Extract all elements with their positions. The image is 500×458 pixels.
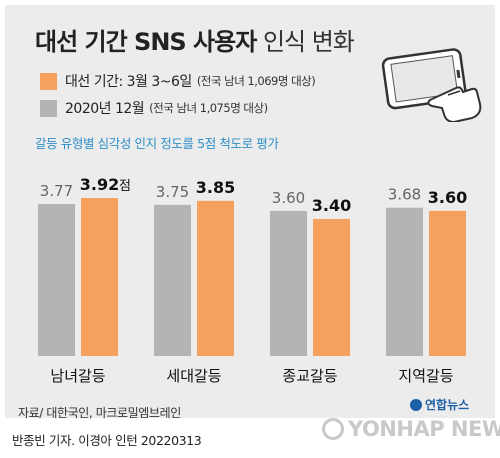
yonhap-dot-icon (410, 398, 422, 411)
value-label-current-2: 3.85 (196, 178, 235, 197)
value-label-previous-1: 3.77 (40, 182, 73, 200)
title-light: 인식 변화 (262, 28, 355, 56)
legend-note-current: (전국 남녀 1,069명 대상) (196, 74, 316, 88)
bar-current-4 (429, 210, 466, 356)
legend-swatch-orange (40, 72, 57, 90)
unit-label: 점 (119, 179, 131, 194)
category-label-2: 세대갈등 (166, 367, 221, 385)
legend-note-previous: (전국 남녀 1,075명 대상) (149, 101, 268, 115)
legend-label-current: 대선 기간: 3월 3~6일 (65, 74, 192, 90)
legend-item-previous: 2020년 12월 (전국 남녀 1,075명 대상) (40, 97, 268, 119)
yonhap-circle-icon (322, 418, 344, 440)
tablet-icon (381, 48, 482, 122)
bar-previous-4 (386, 207, 423, 356)
title-bold: 대선 기간 SNS 사용자 (35, 28, 257, 56)
value-label-current-3: 3.40 (312, 196, 351, 215)
yonhap-watermark-text: YONHAP NEWS (348, 417, 500, 441)
value-label-current-4: 3.60 (428, 188, 467, 207)
bar-current-3 (313, 218, 350, 356)
bar-current-1 (81, 198, 118, 356)
yonhap-watermark: YONHAP NEWS (322, 417, 500, 441)
value-label-current-1: 3.92 (80, 175, 119, 194)
category-label-3: 종교갈등 (282, 367, 337, 385)
pointing-hand-icon (427, 86, 482, 122)
bar-previous-1 (38, 204, 75, 356)
bar-previous-2 (154, 204, 191, 356)
value-label-previous-3: 3.60 (272, 189, 305, 207)
bar-current-2 (197, 200, 234, 356)
source-note: 자료/ 대한국인, 마크로밀엠브레인 (18, 406, 181, 420)
legend-item-current: 대선 기간: 3월 3~6일 (전국 남녀 1,069명 대상) (40, 70, 316, 92)
legend-label-previous: 2020년 12월 (65, 101, 145, 117)
category-label-1: 남녀갈등 (50, 367, 105, 385)
yonhap-logo-small: 연합뉴스 (410, 396, 469, 413)
chart-subtitle: 갈등 유형별 심각성 인지 정도를 5점 척도로 평가 (35, 136, 279, 151)
credit-line: 반종빈 기자. 이경아 인턴 20220313 (12, 433, 202, 448)
legend-swatch-gray (40, 99, 57, 117)
yonhap-logo-small-text: 연합뉴스 (425, 398, 470, 412)
chart-title: 대선 기간 SNS 사용자 인식 변화 (35, 22, 355, 57)
value-label-previous-4: 3.68 (388, 186, 421, 204)
category-label-4: 지역갈등 (398, 367, 453, 385)
bar-previous-3 (270, 210, 307, 356)
value-label-previous-2: 3.75 (156, 183, 189, 201)
